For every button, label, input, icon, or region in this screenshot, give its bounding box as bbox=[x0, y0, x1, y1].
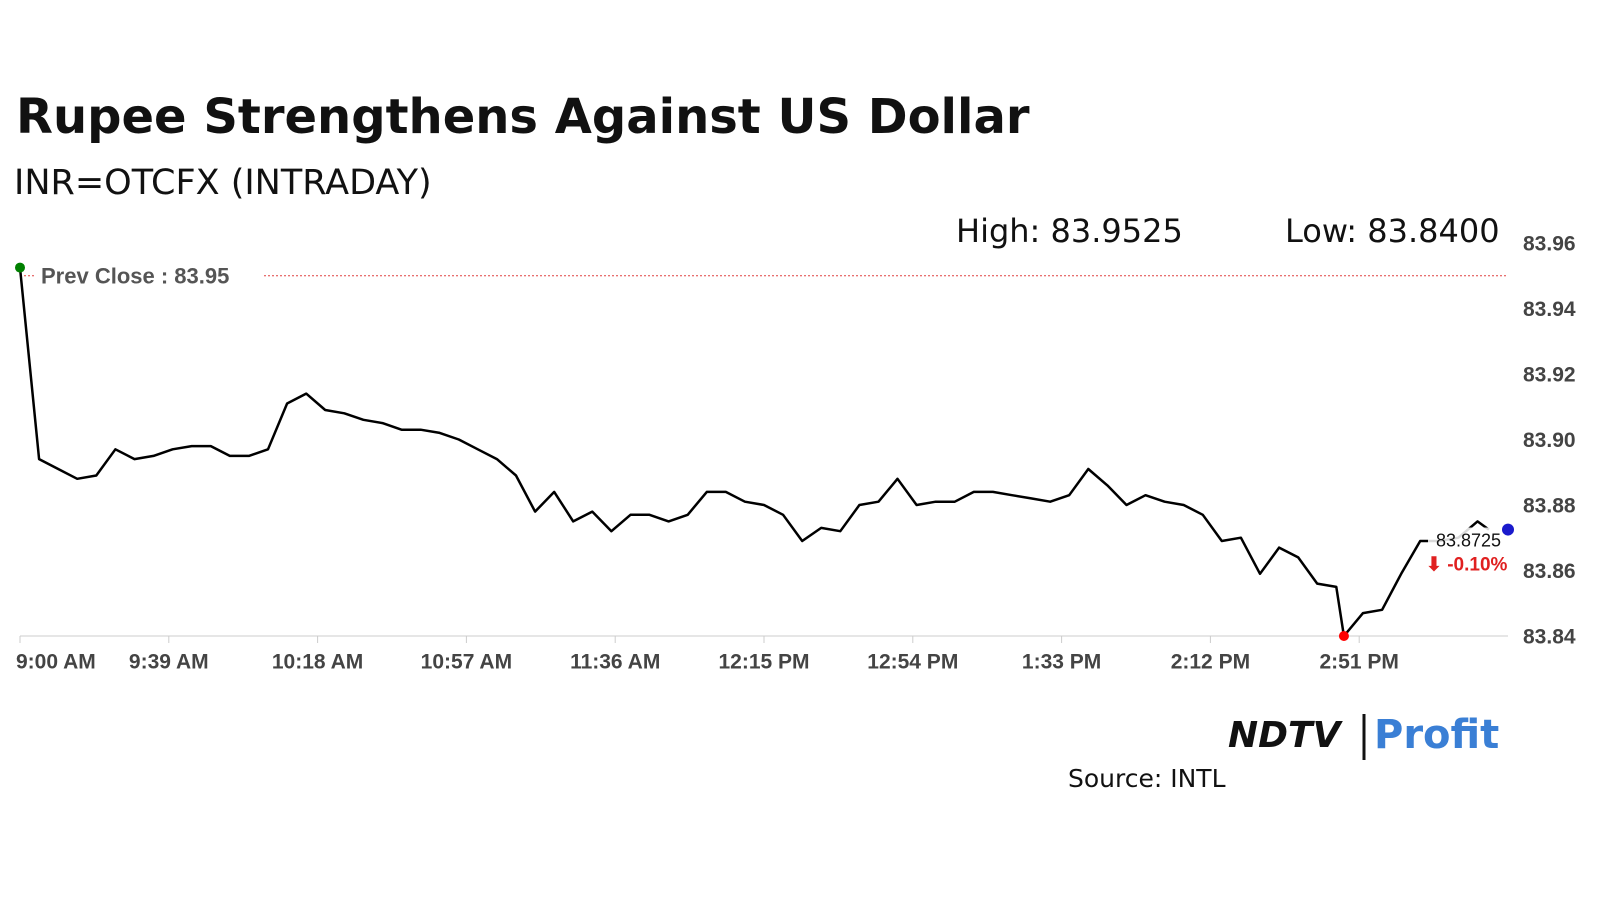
x-tick-label: 11:36 AM bbox=[570, 651, 660, 674]
chart-subtitle: INR=OTCFX (INTRADAY) bbox=[14, 163, 432, 203]
last-label-bg bbox=[1428, 527, 1502, 578]
y-tick-label: 83.84 bbox=[1523, 626, 1576, 649]
y-tick-label: 83.88 bbox=[1523, 495, 1576, 518]
last-dot bbox=[1502, 523, 1514, 536]
x-tick-label: 12:15 PM bbox=[718, 651, 809, 674]
high-label: High: 83.9525 bbox=[956, 212, 1183, 250]
start-dot bbox=[15, 262, 25, 273]
source: Source: INTL bbox=[1068, 764, 1226, 793]
y-tick-label: 83.90 bbox=[1523, 429, 1576, 452]
logo-ndtv: NDTV bbox=[1228, 715, 1344, 756]
x-tick-label: 9:00 AM bbox=[16, 651, 96, 674]
x-tick-label: 2:12 PM bbox=[1171, 651, 1250, 674]
logo-profit: Profit bbox=[1374, 712, 1499, 758]
change-label: ⬇ -0.10% bbox=[1426, 555, 1508, 576]
chart-title: Rupee Strengthens Against US Dollar bbox=[16, 89, 1030, 145]
x-tick-label: 10:57 AM bbox=[421, 651, 512, 674]
low-dot bbox=[1338, 631, 1349, 641]
last-label: 83.8725 bbox=[1436, 530, 1501, 550]
prev-close-label: Prev Close : 83.95 bbox=[41, 264, 229, 289]
y-tick-label: 83.92 bbox=[1523, 364, 1576, 387]
x-tick-label: 12:54 PM bbox=[867, 651, 958, 674]
x-tick-label: 1:33 PM bbox=[1022, 651, 1101, 674]
x-tick-label: 9:39 AM bbox=[129, 651, 209, 674]
x-tick-label: 2:51 PM bbox=[1320, 651, 1399, 674]
low-label: Low: 83.8400 bbox=[1285, 212, 1500, 250]
prev-close-label-bg bbox=[34, 260, 262, 291]
price-line bbox=[18, 267, 1490, 638]
y-tick-label: 83.86 bbox=[1523, 560, 1576, 583]
y-tick-label: 83.96 bbox=[1523, 233, 1576, 256]
y-tick-label: 83.94 bbox=[1523, 298, 1576, 321]
x-tick-label: 10:18 AM bbox=[272, 651, 363, 674]
